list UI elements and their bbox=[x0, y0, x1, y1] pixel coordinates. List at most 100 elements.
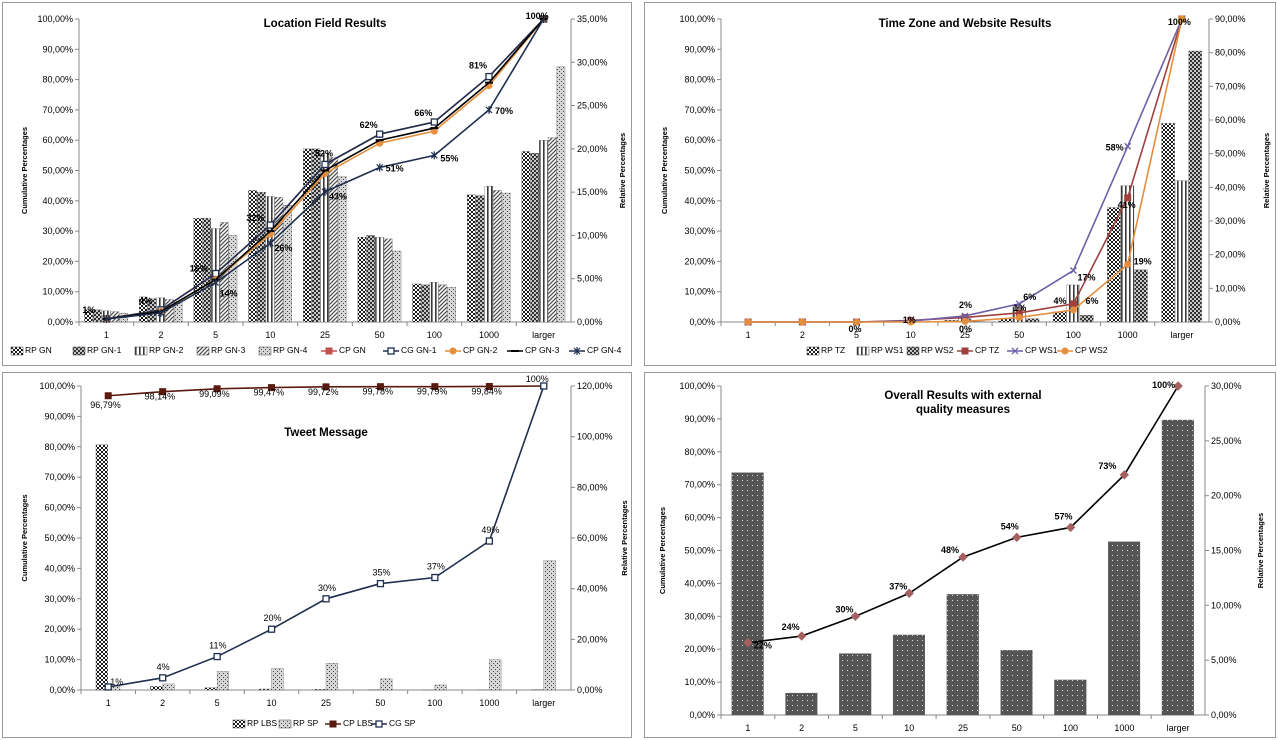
point-cg-gn-1 bbox=[212, 269, 220, 278]
bar-rp-tz bbox=[1161, 123, 1175, 323]
legend-marker-cp-gn bbox=[325, 347, 333, 355]
y-tick-label: 70,00% bbox=[684, 480, 715, 490]
x-tick-label: 1000 bbox=[1114, 723, 1134, 733]
bar-rp-sp bbox=[489, 659, 502, 691]
y-tick-label: 80,00% bbox=[42, 75, 73, 85]
bar-rp-gn-4 bbox=[228, 235, 238, 323]
point-label: 99,72% bbox=[308, 387, 339, 397]
y-tick-label: 40,00% bbox=[42, 196, 73, 206]
point-label: 66% bbox=[414, 108, 432, 118]
x-tick-label: 10 bbox=[906, 330, 916, 340]
legend-swatch-rp-gn-1 bbox=[72, 346, 86, 356]
y-tick-label: 50,00% bbox=[684, 546, 715, 556]
y2-tick-label: 40,00% bbox=[1215, 182, 1246, 192]
y-tick-label: 50,00% bbox=[684, 166, 715, 176]
y2-tick-label: 70,00% bbox=[1215, 81, 1246, 91]
legend-label-rp-sp: RP SP bbox=[293, 718, 319, 728]
point-cg-sp bbox=[485, 537, 493, 545]
y-axis-title: Cumulative Percentages bbox=[658, 507, 667, 594]
y-tick-label: 100,00% bbox=[39, 381, 75, 391]
x-tick-label: larger bbox=[1170, 330, 1193, 340]
legend-label-rp-ws1: RP WS1 bbox=[871, 345, 904, 355]
point-cp-ws2 bbox=[1178, 15, 1186, 23]
legend-swatch-rp-gn bbox=[10, 346, 24, 356]
y-tick-label: 0,00% bbox=[689, 317, 715, 327]
legend-label-cg-gn-1: CG GN-1 bbox=[401, 345, 437, 355]
y2-axis-title: Relative Percentages bbox=[618, 133, 627, 208]
y-tick-label: 30,00% bbox=[44, 594, 75, 604]
x-tick-label: 50 bbox=[375, 698, 385, 708]
point-cg-sp bbox=[540, 382, 548, 390]
bar-rp-sp bbox=[271, 668, 284, 691]
legend-label-rp-gn-1: RP GN-1 bbox=[87, 345, 122, 355]
bar-rp-gn bbox=[138, 296, 148, 323]
y-tick-label: 20,00% bbox=[684, 644, 715, 654]
point-label: 16% bbox=[190, 264, 208, 274]
y-tick-label: 20,00% bbox=[42, 256, 73, 266]
point-label: 55% bbox=[440, 153, 458, 163]
bar-rp-gn bbox=[302, 148, 312, 323]
y2-tick-label: 30,00% bbox=[577, 57, 608, 67]
point-label: 81% bbox=[469, 61, 487, 71]
point-cp-ws2 bbox=[853, 318, 861, 326]
y2-tick-label: 60,00% bbox=[1215, 115, 1246, 125]
point-label: 37% bbox=[427, 562, 445, 572]
chart-svg-timezone: Time Zone and Website Results0,00%10,00%… bbox=[660, 14, 1271, 356]
bar-rp-sp bbox=[162, 683, 175, 691]
y2-tick-label: 80,00% bbox=[577, 482, 608, 492]
legend-marker-cp-tz bbox=[961, 347, 969, 355]
y-tick-label: 50,00% bbox=[42, 166, 73, 176]
x-tick-label: 2 bbox=[800, 330, 805, 340]
point-cp bbox=[850, 611, 861, 622]
bar-rp bbox=[1108, 541, 1141, 716]
legend: RP LBS RP SP CP LBS CG SP bbox=[232, 718, 416, 729]
bar-rp bbox=[785, 692, 818, 716]
point-label: 70% bbox=[495, 106, 513, 116]
x-tick-label: 1 bbox=[746, 330, 751, 340]
point-label: 99,47% bbox=[254, 388, 285, 398]
bar-rp-gn-3 bbox=[329, 157, 338, 323]
point-cg-sp bbox=[213, 652, 221, 661]
point-label: 73% bbox=[1098, 461, 1116, 471]
bar-rp-gn bbox=[412, 283, 421, 323]
point-cg-sp bbox=[376, 579, 385, 588]
y2-tick-label: 20,00% bbox=[577, 144, 608, 154]
bar-rp-gn-2 bbox=[375, 237, 384, 323]
legend-swatch-rp-gn-4 bbox=[258, 346, 272, 356]
point-cp-lbs bbox=[322, 383, 330, 391]
y2-tick-label: 20,00% bbox=[577, 634, 608, 644]
legend-swatch-rp-tz bbox=[806, 346, 820, 356]
y-tick-label: 40,00% bbox=[44, 563, 75, 573]
x-tick-label: larger bbox=[532, 698, 555, 708]
legend-label-rp-gn: RP GN bbox=[25, 345, 52, 355]
y-tick-label: 50,00% bbox=[44, 533, 75, 543]
y-axis-title: Cumulative Percentages bbox=[660, 127, 669, 214]
y2-tick-label: 15,00% bbox=[577, 187, 608, 197]
bar-rp bbox=[892, 634, 926, 716]
bar-rp-ws2 bbox=[1025, 318, 1040, 323]
point-cp-ws2 bbox=[1069, 306, 1077, 314]
point-label: 20% bbox=[264, 613, 282, 623]
y-tick-label: 30,00% bbox=[42, 226, 73, 236]
point-label: 6% bbox=[1085, 296, 1098, 306]
bar-rp-gn bbox=[84, 309, 93, 323]
legend-label-cp-tz: CP TZ bbox=[975, 345, 999, 355]
y-tick-label: 0,00% bbox=[49, 685, 75, 695]
point-label: 52% bbox=[315, 148, 333, 158]
chart-title: Tweet Message bbox=[284, 427, 368, 439]
bar-rp-ws1 bbox=[1120, 185, 1135, 323]
point-label: 17% bbox=[1077, 272, 1095, 282]
point-label: 6% bbox=[1023, 292, 1036, 302]
x-tick-label: 100 bbox=[427, 330, 442, 340]
x-tick-label: 25 bbox=[320, 330, 330, 340]
bar-rp-gn-1 bbox=[93, 309, 102, 323]
bar-rp bbox=[731, 472, 764, 716]
point-cp-tz bbox=[1124, 194, 1132, 202]
point-cp-lbs bbox=[104, 392, 112, 400]
point-label: 100% bbox=[526, 11, 549, 21]
point-label: 0% bbox=[849, 324, 862, 334]
point-label: 48% bbox=[941, 545, 959, 555]
legend-label-cp-lbs: CP LBS bbox=[343, 718, 373, 728]
y-tick-label: 80,00% bbox=[684, 447, 715, 457]
legend-label-rp-tz: RP TZ bbox=[821, 345, 845, 355]
